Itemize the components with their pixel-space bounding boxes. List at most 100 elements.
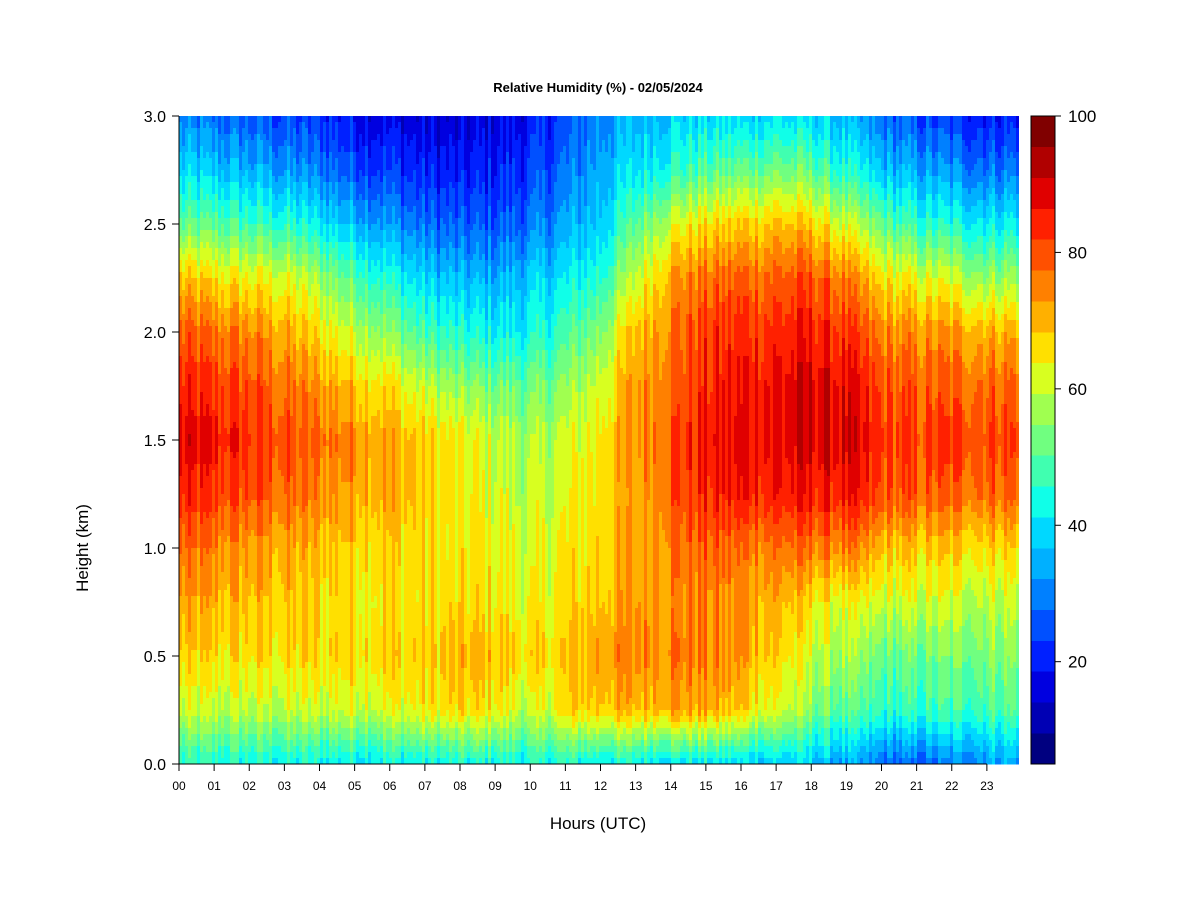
heatmap-cell (185, 560, 188, 566)
heatmap-cell (272, 122, 275, 128)
heatmap-cell (278, 272, 281, 278)
heatmap-cell (221, 554, 224, 560)
heatmap-cell (263, 686, 266, 692)
heatmap-cell (305, 152, 308, 158)
heatmap-cell (206, 290, 209, 296)
heatmap-cell (191, 140, 194, 146)
heatmap-cell (272, 590, 275, 596)
heatmap-cell (239, 572, 242, 578)
heatmap-cell (221, 734, 224, 740)
heatmap-cell (236, 458, 239, 464)
heatmap-cell (314, 584, 317, 590)
heatmap-cell (284, 140, 287, 146)
heatmap-cell (200, 614, 203, 620)
heatmap-cell (299, 620, 302, 626)
heatmap-cell (308, 224, 311, 230)
heatmap-cell (179, 122, 182, 128)
heatmap-cell (284, 278, 287, 284)
heatmap-cell (254, 218, 257, 224)
heatmap-cell (263, 326, 266, 332)
heatmap-cell (281, 410, 284, 416)
heatmap-cell (224, 674, 227, 680)
heatmap-cell (308, 176, 311, 182)
heatmap-cell (239, 740, 242, 746)
heatmap-cell (215, 554, 218, 560)
heatmap-cell (305, 482, 308, 488)
heatmap-cell (263, 626, 266, 632)
heatmap-cell (215, 206, 218, 212)
heatmap-cell (296, 314, 299, 320)
heatmap-cell (293, 752, 296, 758)
heatmap-cell (203, 434, 206, 440)
heatmap-cell (269, 446, 272, 452)
heatmap-cell (236, 356, 239, 362)
heatmap-cell (293, 650, 296, 656)
heatmap-cell (206, 704, 209, 710)
heatmap-cell (293, 440, 296, 446)
heatmap-cell (290, 404, 293, 410)
heatmap-cell (242, 296, 245, 302)
heatmap-cell (296, 464, 299, 470)
heatmap-cell (269, 410, 272, 416)
heatmap-cell (278, 296, 281, 302)
heatmap-cell (188, 362, 191, 368)
heatmap-cell (278, 374, 281, 380)
heatmap-cell (305, 458, 308, 464)
heatmap-cell (194, 410, 197, 416)
heatmap-cell (314, 374, 317, 380)
heatmap-cell (311, 668, 314, 674)
heatmap-cell (275, 356, 278, 362)
heatmap-cell (257, 500, 260, 506)
heatmap-cell (233, 416, 236, 422)
heatmap-cell (200, 302, 203, 308)
heatmap-cell (308, 422, 311, 428)
heatmap-cell (308, 680, 311, 686)
heatmap-cell (272, 596, 275, 602)
heatmap-cell (308, 140, 311, 146)
heatmap-cell (311, 680, 314, 686)
heatmap-cell (179, 638, 182, 644)
heatmap-cell (281, 284, 284, 290)
heatmap-cell (308, 188, 311, 194)
heatmap-cell (212, 446, 215, 452)
heatmap-cell (254, 614, 257, 620)
heatmap-cell (245, 458, 248, 464)
heatmap-cell (200, 476, 203, 482)
heatmap-cell (260, 236, 263, 242)
heatmap-cell (215, 188, 218, 194)
heatmap-cell (185, 254, 188, 260)
heatmap-cell (263, 722, 266, 728)
heatmap-cell (242, 554, 245, 560)
heatmap-cell (182, 650, 185, 656)
heatmap-cell (311, 632, 314, 638)
heatmap-cell (269, 152, 272, 158)
heatmap-cell (185, 614, 188, 620)
heatmap-cell (251, 320, 254, 326)
heatmap-cell (185, 224, 188, 230)
heatmap-cell (251, 290, 254, 296)
heatmap-cell (275, 344, 278, 350)
heatmap-cell (245, 308, 248, 314)
heatmap-cell (299, 590, 302, 596)
heatmap-cell (290, 380, 293, 386)
heatmap-cell (179, 758, 182, 764)
heatmap-cell (245, 722, 248, 728)
heatmap-cell (269, 170, 272, 176)
heatmap-cell (272, 734, 275, 740)
heatmap-cell (299, 434, 302, 440)
heatmap-cell (194, 338, 197, 344)
heatmap-cell (296, 560, 299, 566)
heatmap-cell (212, 374, 215, 380)
heatmap-cell (212, 152, 215, 158)
heatmap-cell (287, 362, 290, 368)
heatmap-cell (290, 266, 293, 272)
heatmap-cell (299, 722, 302, 728)
heatmap-cell (257, 626, 260, 632)
heatmap-cell (209, 194, 212, 200)
heatmap-cell (263, 248, 266, 254)
heatmap-cell (188, 380, 191, 386)
heatmap-cell (257, 572, 260, 578)
heatmap-cell (260, 140, 263, 146)
heatmap-cell (308, 134, 311, 140)
heatmap-cell (191, 440, 194, 446)
